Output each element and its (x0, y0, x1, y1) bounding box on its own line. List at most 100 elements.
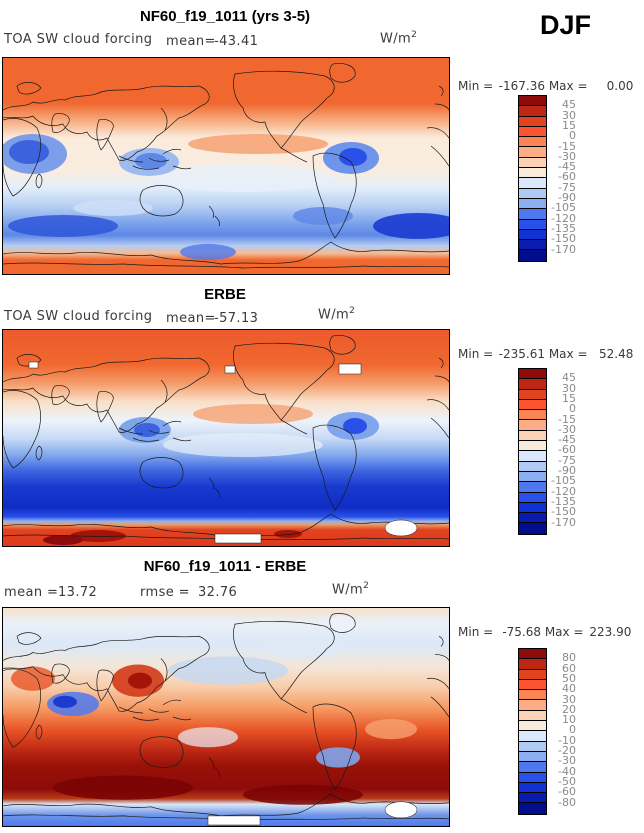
colorbar-tick-label: 0 (569, 129, 576, 143)
colorbar-cell (519, 240, 546, 251)
colorbar-tick-label: 15 (562, 391, 576, 405)
colorbar-cell (519, 793, 546, 804)
panel2-field-label: TOA SW cloud forcing (4, 309, 153, 324)
colorbar-tick-label: -105 (551, 474, 576, 488)
colorbar-tick-label: 30 (562, 381, 576, 395)
colorbar-tick-label: -20 (558, 744, 576, 758)
colorbar-tick-label: -120 (551, 211, 576, 225)
colorbar-cell (519, 669, 546, 680)
colorbar-cell (519, 721, 546, 732)
colorbar-tick-label: 20 (562, 702, 576, 716)
colorbar-cell (519, 482, 546, 493)
panel2-colorbar (518, 368, 547, 535)
colorbar-tick-label: 10 (562, 713, 576, 727)
colorbar-tick-label: -10 (558, 733, 576, 747)
colorbar-cell (519, 229, 546, 241)
colorbar-tick-label: -30 (558, 149, 576, 163)
colorbar-tick-label: 30 (562, 692, 576, 706)
colorbar-tick-label: -135 (551, 495, 576, 509)
colorbar-cell (519, 178, 546, 189)
colorbar-cell (519, 649, 546, 660)
colorbar-tick-label: 60 (562, 661, 576, 675)
colorbar-cell (519, 147, 546, 158)
colorbar-cell (519, 410, 546, 421)
colorbar-cell (519, 157, 546, 169)
colorbar-cell (519, 751, 546, 763)
panel1-mean-value: -43.41 (214, 34, 259, 49)
panel3-colorbar (518, 648, 547, 815)
colorbar-tick-label: -90 (558, 191, 576, 205)
colorbar-cell (519, 772, 546, 783)
colorbar-tick-label: -170 (551, 242, 576, 256)
panel2-minmax: Min = -235.61 Max = 52.48 (458, 347, 634, 361)
panel1-units: W/m2 (380, 30, 418, 47)
colorbar-cell (519, 369, 546, 380)
colorbar-tick-label: -120 (551, 484, 576, 498)
colorbar-tick-label: -60 (558, 443, 576, 457)
colorbar-tick-label: -15 (558, 139, 576, 153)
colorbar-cell (519, 679, 546, 691)
panel1-title: NF60_f19_1011 (yrs 3-5) (139, 8, 311, 25)
colorbar-tick-label: -150 (551, 505, 576, 519)
colorbar-cell (519, 492, 546, 503)
panel1-field-label: TOA SW cloud forcing (4, 32, 153, 47)
difference-map (2, 607, 450, 827)
colorbar-cell (519, 710, 546, 722)
colorbar-tick-label: -170 (551, 515, 576, 529)
panel2-units: W/m2 (318, 306, 356, 323)
colorbar-tick-label: 45 (562, 371, 576, 385)
colorbar-cell (519, 126, 546, 138)
colorbar-tick-label: -30 (558, 422, 576, 436)
colorbar-tick-label: 0 (569, 402, 576, 416)
colorbar-tick-label: -80 (558, 795, 576, 809)
model-map (2, 57, 450, 275)
panel3-rmse-label: rmse = (140, 585, 190, 600)
panel2-title: ERBE (204, 286, 246, 303)
colorbar-cell (519, 782, 546, 794)
panel1-colorbar (518, 95, 547, 262)
colorbar-tick-label: 80 (562, 651, 576, 665)
colorbar-tick-label: -15 (558, 412, 576, 426)
colorbar-tick-label: -40 (558, 764, 576, 778)
erbe-map (2, 329, 450, 547)
colorbar-cell (519, 762, 546, 773)
panel2-mean-value: -57.13 (214, 311, 259, 326)
colorbar-tick-label: 30 (562, 108, 576, 122)
colorbar-tick-label: -75 (558, 453, 576, 467)
panel3-rmse-value: 32.76 (198, 585, 238, 600)
colorbar-cell (519, 741, 546, 752)
colorbar-cell (519, 523, 546, 534)
panel3-units: W/m2 (332, 581, 370, 598)
colorbar-cell (519, 461, 546, 472)
panel1-colorbar-labels: 45 30 15 0 -15 -30 -45 -60 -75 -90 -105 -120 -135 -15… (542, 95, 576, 265)
colorbar-cell (519, 188, 546, 199)
colorbar-tick-label: -150 (551, 232, 576, 246)
colorbar-cell (519, 379, 546, 390)
colorbar-cell (519, 690, 546, 701)
panel3-colorbar-labels: 80 60 50 40 30 20 10 0 -10 -20 -30 -40 -50 -60 -80 (542, 648, 576, 818)
colorbar-cell (519, 96, 546, 107)
panel3-title: NF60_f19_1011 - ERBE (143, 558, 307, 575)
colorbar-cell (519, 471, 546, 483)
panel2-colorbar-labels: 45 30 15 0 -15 -30 -45 -60 -75 -90 -105 -120 -135 -15… (542, 368, 576, 538)
panel3-minmax: Min = -75.68 Max = 223.90 (458, 625, 632, 639)
colorbar-cell (519, 168, 546, 179)
colorbar-tick-label: 40 (562, 682, 576, 696)
colorbar-cell (519, 513, 546, 524)
colorbar-cell (519, 451, 546, 462)
colorbar-cell (519, 209, 546, 220)
colorbar-cell (519, 137, 546, 148)
colorbar-cell (519, 116, 546, 127)
colorbar-tick-label: 0 (569, 723, 576, 737)
panel1-minmax: Min = -167.36 Max = 0.00 (458, 79, 634, 93)
colorbar-tick-label: -45 (558, 433, 576, 447)
colorbar-cell (519, 430, 546, 442)
colorbar-cell (519, 700, 546, 711)
colorbar-cell (519, 389, 546, 400)
colorbar-cell (519, 803, 546, 814)
colorbar-tick-label: -60 (558, 785, 576, 799)
colorbar-cell (519, 106, 546, 117)
colorbar-tick-label: 45 (562, 98, 576, 112)
colorbar-tick-label: -60 (558, 170, 576, 184)
